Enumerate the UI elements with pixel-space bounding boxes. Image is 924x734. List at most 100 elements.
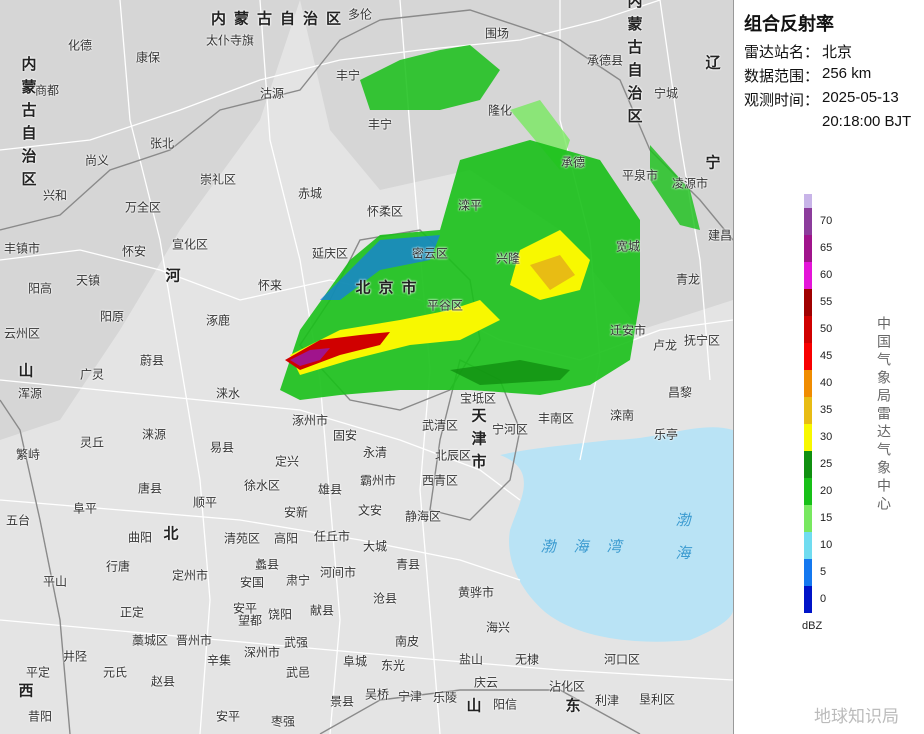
legend-unit: dBZ [802,620,823,632]
place-label: 涞源 [141,427,167,442]
place-label: 宣化区 [171,237,209,252]
place-label: 吴桥 [364,687,390,702]
place-label: 安平 [215,709,241,724]
legend-label: 30 [820,431,833,443]
place-label: 乐陵 [432,690,458,705]
legend-swatch [804,504,812,532]
legend-swatch [804,234,812,262]
place-label: 任丘市 [313,529,351,544]
legend-swatch [804,207,812,235]
place-label: 饶阳 [267,607,293,622]
legend-label: 60 [820,269,833,281]
watermark: 地球知识局 [814,707,899,726]
place-label: 赤城 [297,186,323,201]
legend-swatch [804,531,812,559]
place-label: 乐亭 [653,427,679,442]
place-label: 兴和 [42,188,68,203]
region-label: 河 [165,267,189,285]
place-label: 河口区 [603,652,641,667]
region-label: 北京市 [355,279,425,297]
place-label: 涞水 [215,386,241,401]
info-panel: 组合反射率 20:18:00 BJT dBZ 中国气象局雷达气象中心 地球知识局… [733,0,924,734]
legend-label: 15 [820,512,833,524]
region-label: 内蒙古自治区 [210,10,350,28]
legend-swatch [804,477,812,505]
place-label: 商都 [34,83,60,98]
legend-top [804,194,812,208]
place-label: 抚宁区 [683,333,721,348]
place-label: 阳原 [99,309,125,324]
place-label: 平泉市 [621,168,659,183]
place-label: 利津 [594,693,620,708]
place-label: 化德 [67,38,93,53]
place-label: 阳信 [492,697,518,712]
place-label: 建昌 [707,228,733,243]
place-label: 高阳 [273,531,299,546]
place-label: 凌源市 [671,176,709,191]
obs-time: 20:18:00 BJT [822,113,912,130]
place-label: 北辰区 [434,448,472,463]
place-label: 五台 [5,513,31,528]
place-label: 迁安市 [609,323,647,338]
region-label: 内蒙古自治区 [625,0,643,131]
region-label: 山 [18,362,42,380]
place-label: 丰宁 [335,68,361,83]
place-label: 宝坻区 [459,391,497,406]
place-label: 兴隆 [495,251,521,266]
legend-swatch [804,558,812,586]
map [0,0,733,734]
place-label: 涿州市 [291,413,329,428]
place-label: 丰南区 [537,411,575,426]
place-label: 武清区 [421,418,459,433]
place-label: 康保 [135,50,161,65]
place-label: 蠡县 [254,557,280,572]
place-label: 沧县 [372,591,398,606]
place-label: 元氏 [102,665,128,680]
region-label: 渤海湾 [540,538,640,556]
place-label: 天镇 [75,273,101,288]
legend-source: 中国气象局雷达气象中心 [876,316,892,514]
legend-label: 50 [820,323,833,335]
region-label: 山 [466,697,490,715]
place-label: 西青区 [421,473,459,488]
place-label: 丰镇市 [3,241,41,256]
legend-label: 40 [820,377,833,389]
place-label: 隆化 [487,103,513,118]
region-label: 天津市 [469,407,487,477]
place-label: 滦平 [457,198,483,213]
place-label: 万全区 [124,200,162,215]
place-label: 滦南 [609,408,635,423]
legend-label: 10 [820,539,833,551]
legend-label: 45 [820,350,833,362]
radar-echo [280,45,700,400]
place-label: 宁城 [653,86,679,101]
place-label: 阜平 [72,501,98,516]
place-label: 静海区 [404,509,442,524]
sea [500,427,733,642]
legend-swatch [804,369,812,397]
place-label: 安国 [239,575,265,590]
field-label: 雷达站名： [744,44,820,61]
place-label: 易县 [209,440,235,455]
region-label: 北 [163,525,187,543]
place-label: 枣强 [270,714,296,729]
place-label: 宁津 [397,689,423,704]
panel-title: 组合反射率 [744,14,834,34]
place-label: 清苑区 [223,531,261,546]
place-label: 安新 [283,505,309,520]
place-label: 黄骅市 [457,585,495,600]
field-label: 数据范围： [744,68,820,85]
place-label: 青县 [395,557,421,572]
place-label: 武强 [283,635,309,650]
place-label: 宁河区 [491,422,529,437]
place-label: 赵县 [150,674,176,689]
place-label: 辛集 [206,653,232,668]
place-label: 正定 [119,605,145,620]
place-label: 怀安 [121,244,147,259]
place-label: 永清 [362,445,388,460]
region-label: 辽 [705,54,729,72]
place-label: 围场 [484,26,510,41]
place-label: 沽源 [259,86,285,101]
place-label: 涿鹿 [205,313,231,328]
